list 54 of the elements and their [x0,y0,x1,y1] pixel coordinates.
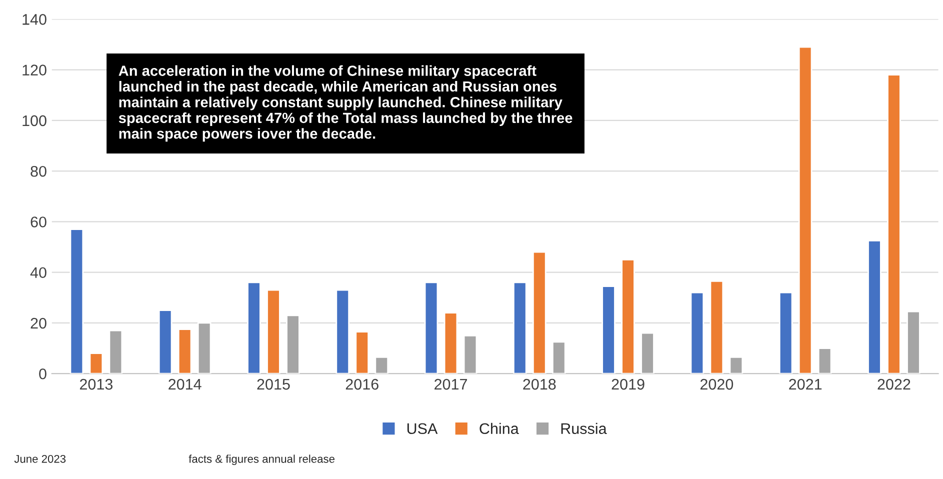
legend-label: China [480,422,519,434]
bar [729,356,744,374]
y-tick-label: 40 [30,267,46,278]
y-tick-label: 60 [30,216,46,228]
bar [424,282,438,374]
x-tick-label: 2018 [523,378,556,390]
bar [640,332,654,374]
y-tick-label: 100 [22,115,46,126]
bar [906,310,920,374]
bar [266,289,280,374]
bar [108,330,123,374]
x-tick-label: 2017 [434,378,467,390]
x-tick-label: 2019 [612,378,644,390]
bar [798,46,812,374]
bar [374,356,389,374]
y-tick-label: 140 [22,14,46,25]
y-tick-label: 0 [39,368,46,380]
x-tick-label: 2020 [700,378,734,390]
bar [355,331,370,374]
bar [887,74,901,374]
bar [463,334,478,374]
x-tick-label: 2016 [346,378,378,390]
annotation: An acceleration in the volume of Chinese military spacecraft launched in the past decade, while American and Russian ones maintain a relatively constant supply launched. Chinese military spacecraft represent 47% of the Total mass launched by the three main space powers iover the decade. [118,65,572,142]
x-tick-label: 2014 [168,378,202,390]
bar [444,312,458,374]
bar [512,282,527,374]
legend-label: USA [407,423,438,434]
bar [868,240,882,374]
bar [818,348,832,374]
bar [178,328,192,374]
legend-label: Russia [561,422,607,434]
bar [89,352,104,374]
bar [197,322,212,374]
bar [778,292,793,374]
bar [70,228,84,374]
x-tick-label: 2022 [878,378,910,390]
bar [286,314,300,374]
bar [621,258,635,374]
y-tick-label: 120 [22,64,46,76]
bar [602,286,616,374]
text: facts & figures annual release [188,454,334,466]
bar [552,341,566,374]
bar [247,282,261,374]
x-tick-label: 2015 [257,378,290,390]
text: June 2023 [14,454,66,463]
y-tick-label: 80 [30,166,46,177]
bar [532,251,546,374]
x-tick-label: 2021 [789,378,822,390]
bar [336,289,350,374]
x-tick-label: 2013 [80,378,113,390]
bar [158,310,172,374]
y-tick-label: 20 [30,318,46,329]
bar [690,292,704,374]
bar [710,280,724,374]
